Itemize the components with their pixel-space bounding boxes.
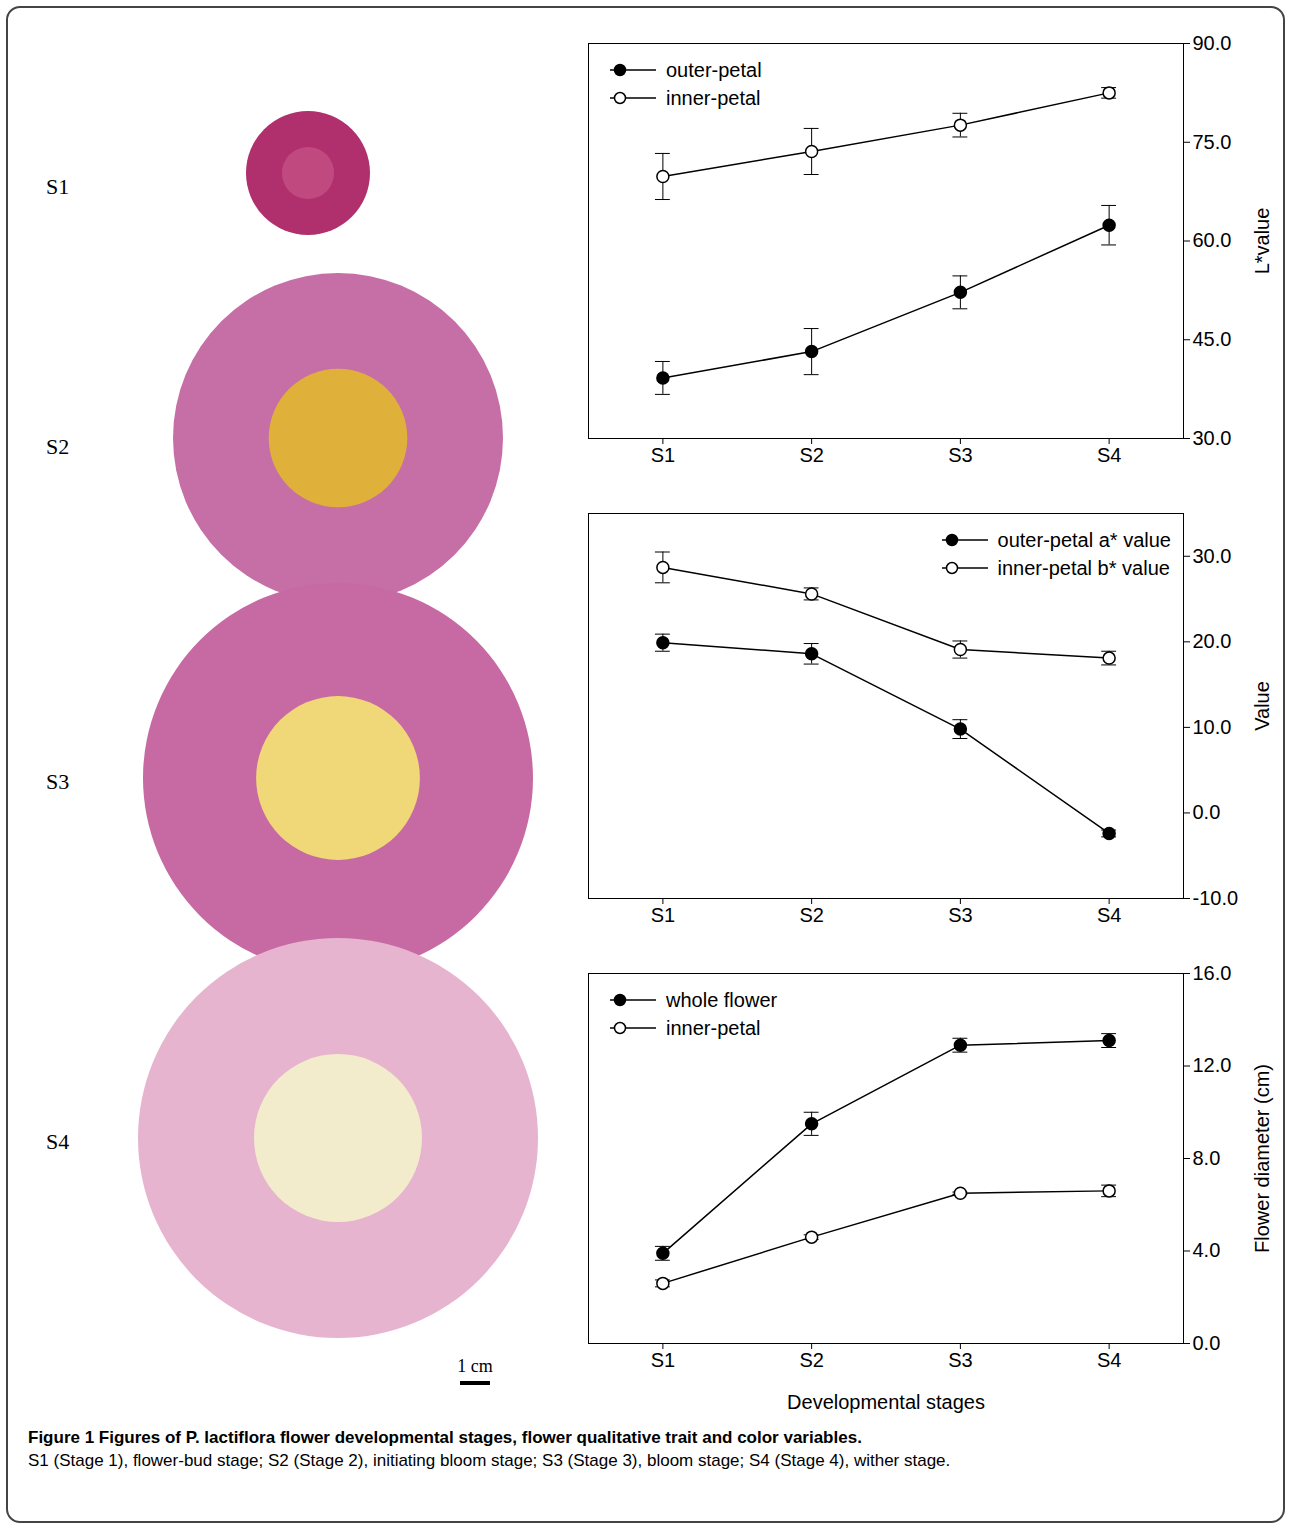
svg-text:30.0: 30.0: [1193, 427, 1232, 449]
svg-text:S4: S4: [1097, 904, 1121, 926]
html-text:whole flower: whole flower: [666, 989, 778, 1011]
svg-text:12.0: 12.0: [1193, 1054, 1232, 1076]
svg-text:S1: S1: [651, 444, 675, 466]
svg-text:8.0: 8.0: [1193, 1147, 1221, 1169]
svg-text:0.0: 0.0: [1193, 1332, 1221, 1354]
svg-text:75.0: 75.0: [1193, 131, 1232, 153]
svg-text:0.0: 0.0: [1193, 801, 1221, 823]
svg-text:20.0: 20.0: [1193, 630, 1232, 652]
svg-text:S1: S1: [651, 1349, 675, 1371]
html-text:inner-petal b* value: inner-petal b* value: [997, 557, 1170, 579]
svg-text:S4: S4: [1097, 1349, 1121, 1371]
svg-text:4.0: 4.0: [1193, 1239, 1221, 1261]
svg-text:30.0: 30.0: [1193, 545, 1232, 567]
html-text:S4: S4: [46, 1129, 70, 1154]
svg-text:S2: S2: [799, 1349, 823, 1371]
svg-text:1 cm: 1 cm: [457, 1356, 493, 1376]
html-text:outer-petal a* value: outer-petal a* value: [997, 529, 1171, 551]
html-text:S2: S2: [46, 434, 70, 459]
svg-text:S4: S4: [1097, 444, 1121, 466]
html-text:S3: S3: [46, 769, 70, 794]
svg-text:Value: Value: [1251, 681, 1273, 731]
html-text:S1: S1: [46, 174, 70, 199]
svg-text:-10.0: -10.0: [1193, 887, 1239, 909]
svg-text:16.0: 16.0: [1193, 962, 1232, 984]
svg-text:10.0: 10.0: [1193, 716, 1232, 738]
svg-text:S3: S3: [948, 444, 972, 466]
html-text:outer-petal: outer-petal: [666, 59, 762, 81]
svg-text:S1: S1: [651, 904, 675, 926]
svg-text:45.0: 45.0: [1193, 328, 1232, 350]
html-text:S1 (Stage 1), flower-bud stage: S1 (Stage 1), flower-bud stage; S2 (Stag…: [28, 1451, 951, 1470]
svg-text:S3: S3: [948, 1349, 972, 1371]
svg-text:S3: S3: [948, 904, 972, 926]
svg-text:S2: S2: [799, 904, 823, 926]
svg-text:S2: S2: [799, 444, 823, 466]
svg-text:Developmental stages: Developmental stages: [787, 1391, 985, 1413]
html-text:inner-petal: inner-petal: [666, 87, 761, 109]
html-text:inner-petal: inner-petal: [666, 1017, 761, 1039]
svg-text:60.0: 60.0: [1193, 229, 1232, 251]
svg-text:90.0: 90.0: [1193, 32, 1232, 54]
svg-text:Flower diameter (cm): Flower diameter (cm): [1251, 1064, 1273, 1253]
html-text:Figure 1 Figures of P. lactifl: Figure 1 Figures of P. lactiflora flower…: [28, 1428, 862, 1447]
svg-text:L*value: L*value: [1251, 208, 1273, 275]
